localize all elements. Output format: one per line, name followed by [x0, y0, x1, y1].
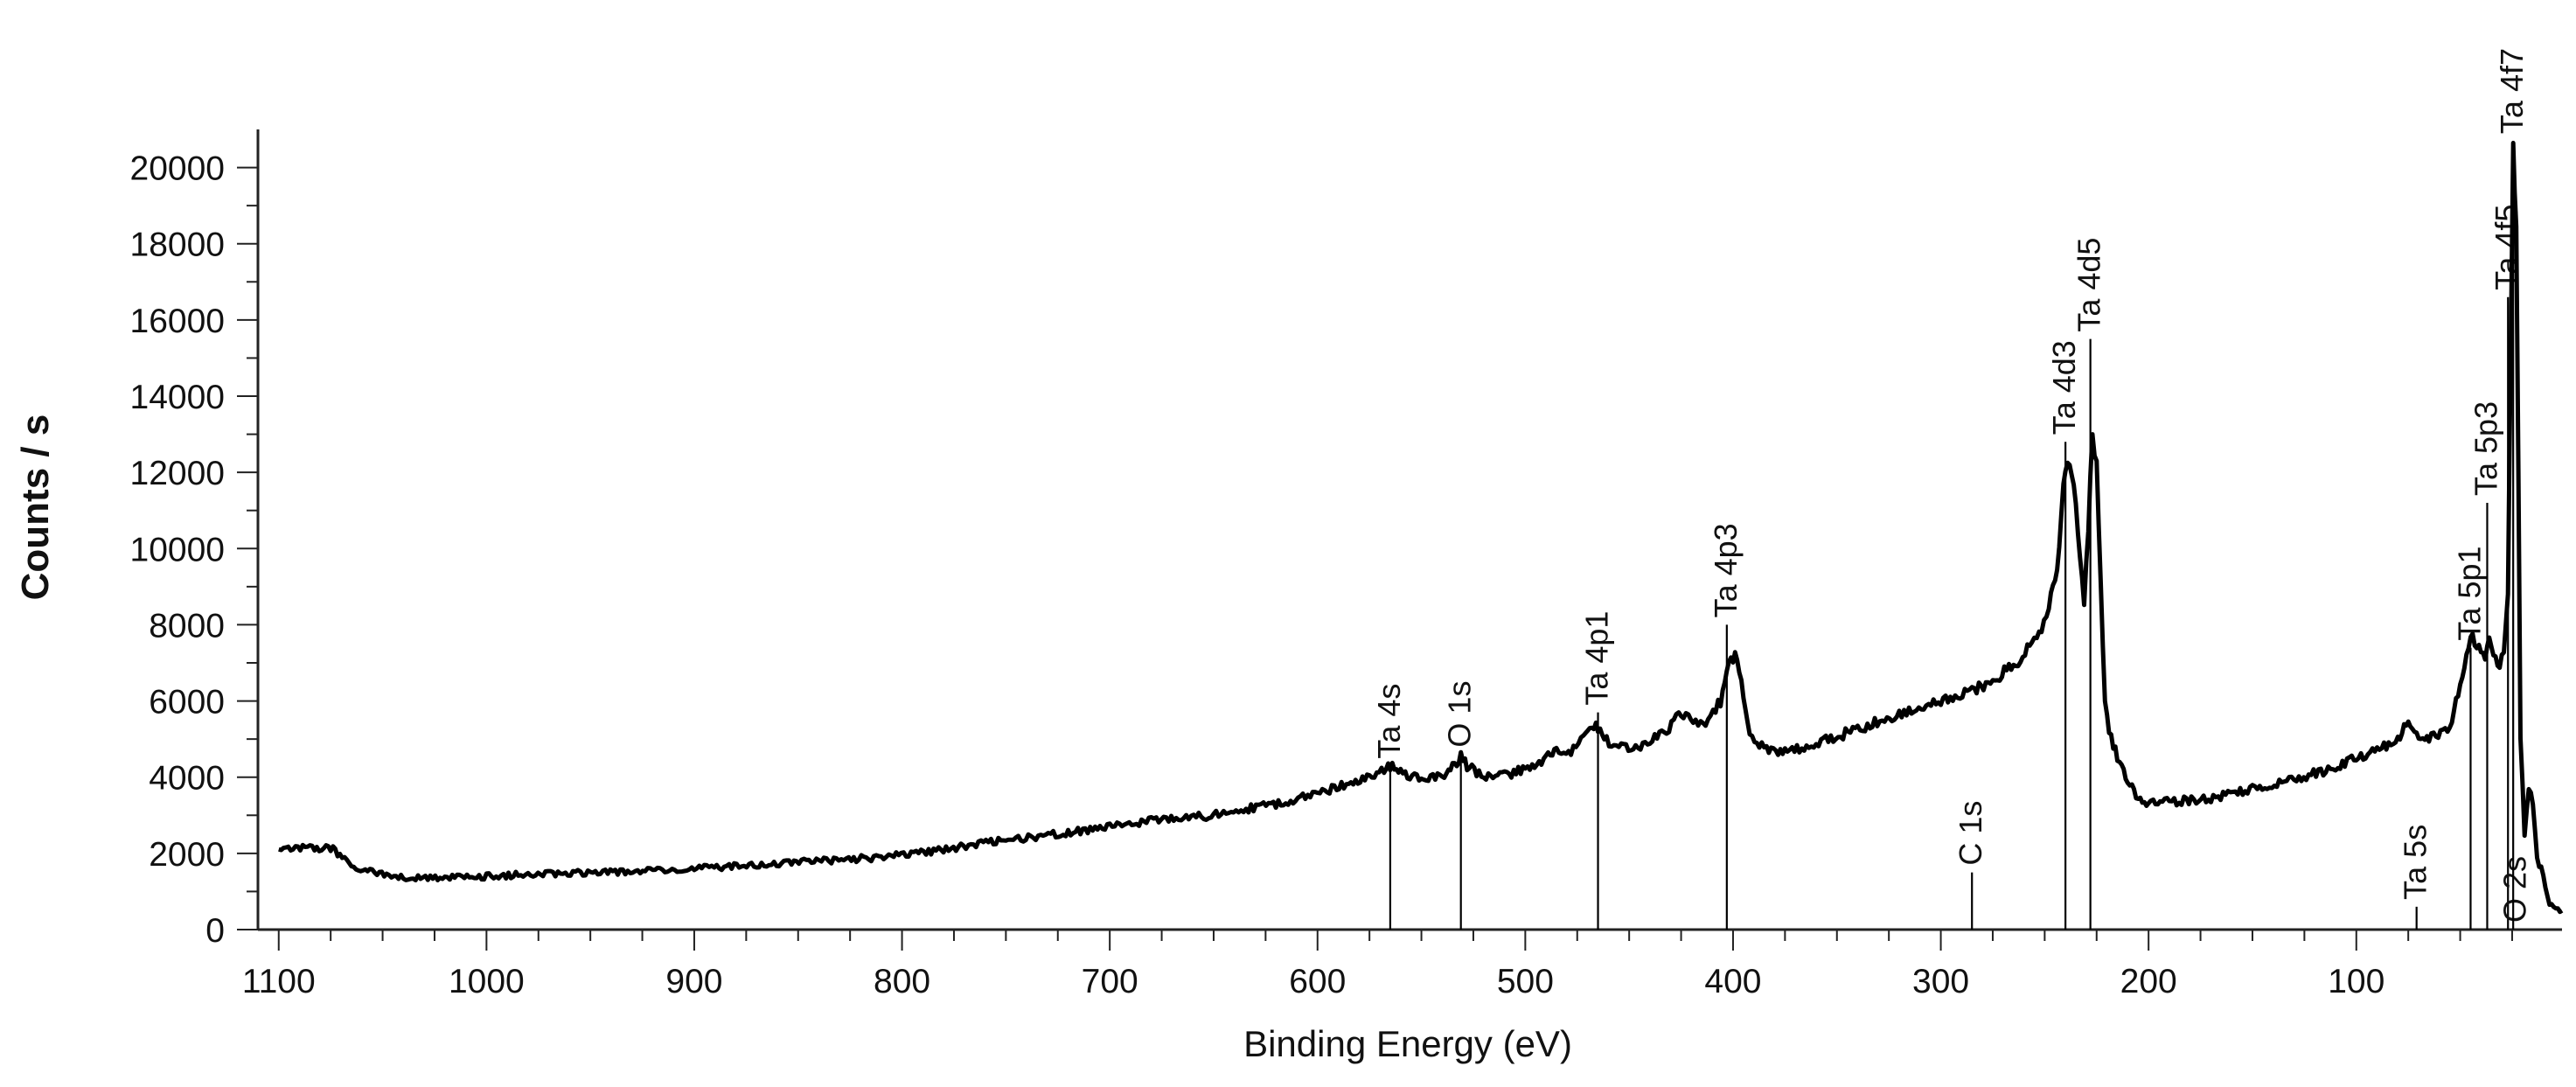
x-tick-label: 800	[874, 963, 930, 1000]
peak-label-o-2s: O 2s	[2497, 856, 2533, 923]
peak-label-ta-4f7: Ta 4f7	[2494, 48, 2530, 134]
y-tick-label: 12000	[130, 455, 225, 492]
x-tick-label: 700	[1082, 963, 1138, 1000]
x-tick-label: 400	[1704, 963, 1761, 1000]
peak-label-ta-4s: Ta 4s	[1371, 684, 1407, 759]
x-tick-label: 300	[1912, 963, 1969, 1000]
y-tick-label: 20000	[130, 150, 225, 188]
x-tick-label: 600	[1289, 963, 1346, 1000]
peak-label-ta-4f5: Ta 4f5	[2489, 205, 2524, 290]
x-axis-title: Binding Energy (eV)	[1243, 1023, 1572, 1064]
peak-label-o-1s: O 1s	[1442, 681, 1478, 748]
peak-label-c-1s: C 1s	[1953, 801, 1988, 866]
y-tick-label: 14000	[130, 379, 225, 416]
peak-label-ta-4d5: Ta 4d5	[2071, 238, 2107, 332]
series-group	[278, 141, 2564, 915]
x-tick-label: 500	[1497, 963, 1554, 1000]
peak-label-ta-4p1: Ta 4p1	[1579, 611, 1615, 706]
y-tick-label: 6000	[149, 684, 225, 721]
y-tick-label: 0	[205, 912, 225, 950]
y-tick-label: 2000	[149, 836, 225, 874]
peak-marker-group: Ta 4s O 1s Ta 4p1 Ta 4p3 C 1s Ta 4d3 Ta 4d5 Ta …	[1371, 48, 2533, 930]
x-tick-label: 900	[665, 963, 722, 1000]
peak-label-ta-5p1: Ta 5p1	[2451, 546, 2487, 640]
x-tick-label: 1000	[449, 963, 525, 1000]
peak-label-ta-4d3: Ta 4d3	[2046, 340, 2082, 435]
y-tick-label: 18000	[130, 226, 225, 264]
y-tick-label: 8000	[149, 607, 225, 645]
axes: 1100 1000 900 800 700 600 500 400 300 200 10002000…	[130, 129, 2562, 1000]
y-axis-title: Counts / s	[14, 415, 57, 601]
y-tick-label: 4000	[149, 760, 225, 798]
x-tick-label: 200	[2120, 963, 2177, 1000]
peak-label-ta-4p3: Ta 4p3	[1708, 523, 1744, 617]
series-line-0	[278, 141, 2564, 915]
x-tick-label: 1100	[242, 963, 316, 1000]
x-tick-label: 100	[2328, 963, 2385, 1000]
y-tick-label: 16000	[130, 303, 225, 340]
peak-label-ta-5p3: Ta 5p3	[2468, 401, 2503, 496]
peak-label-ta-5s: Ta 5s	[2398, 825, 2433, 900]
y-tick-label: 10000	[130, 531, 225, 568]
